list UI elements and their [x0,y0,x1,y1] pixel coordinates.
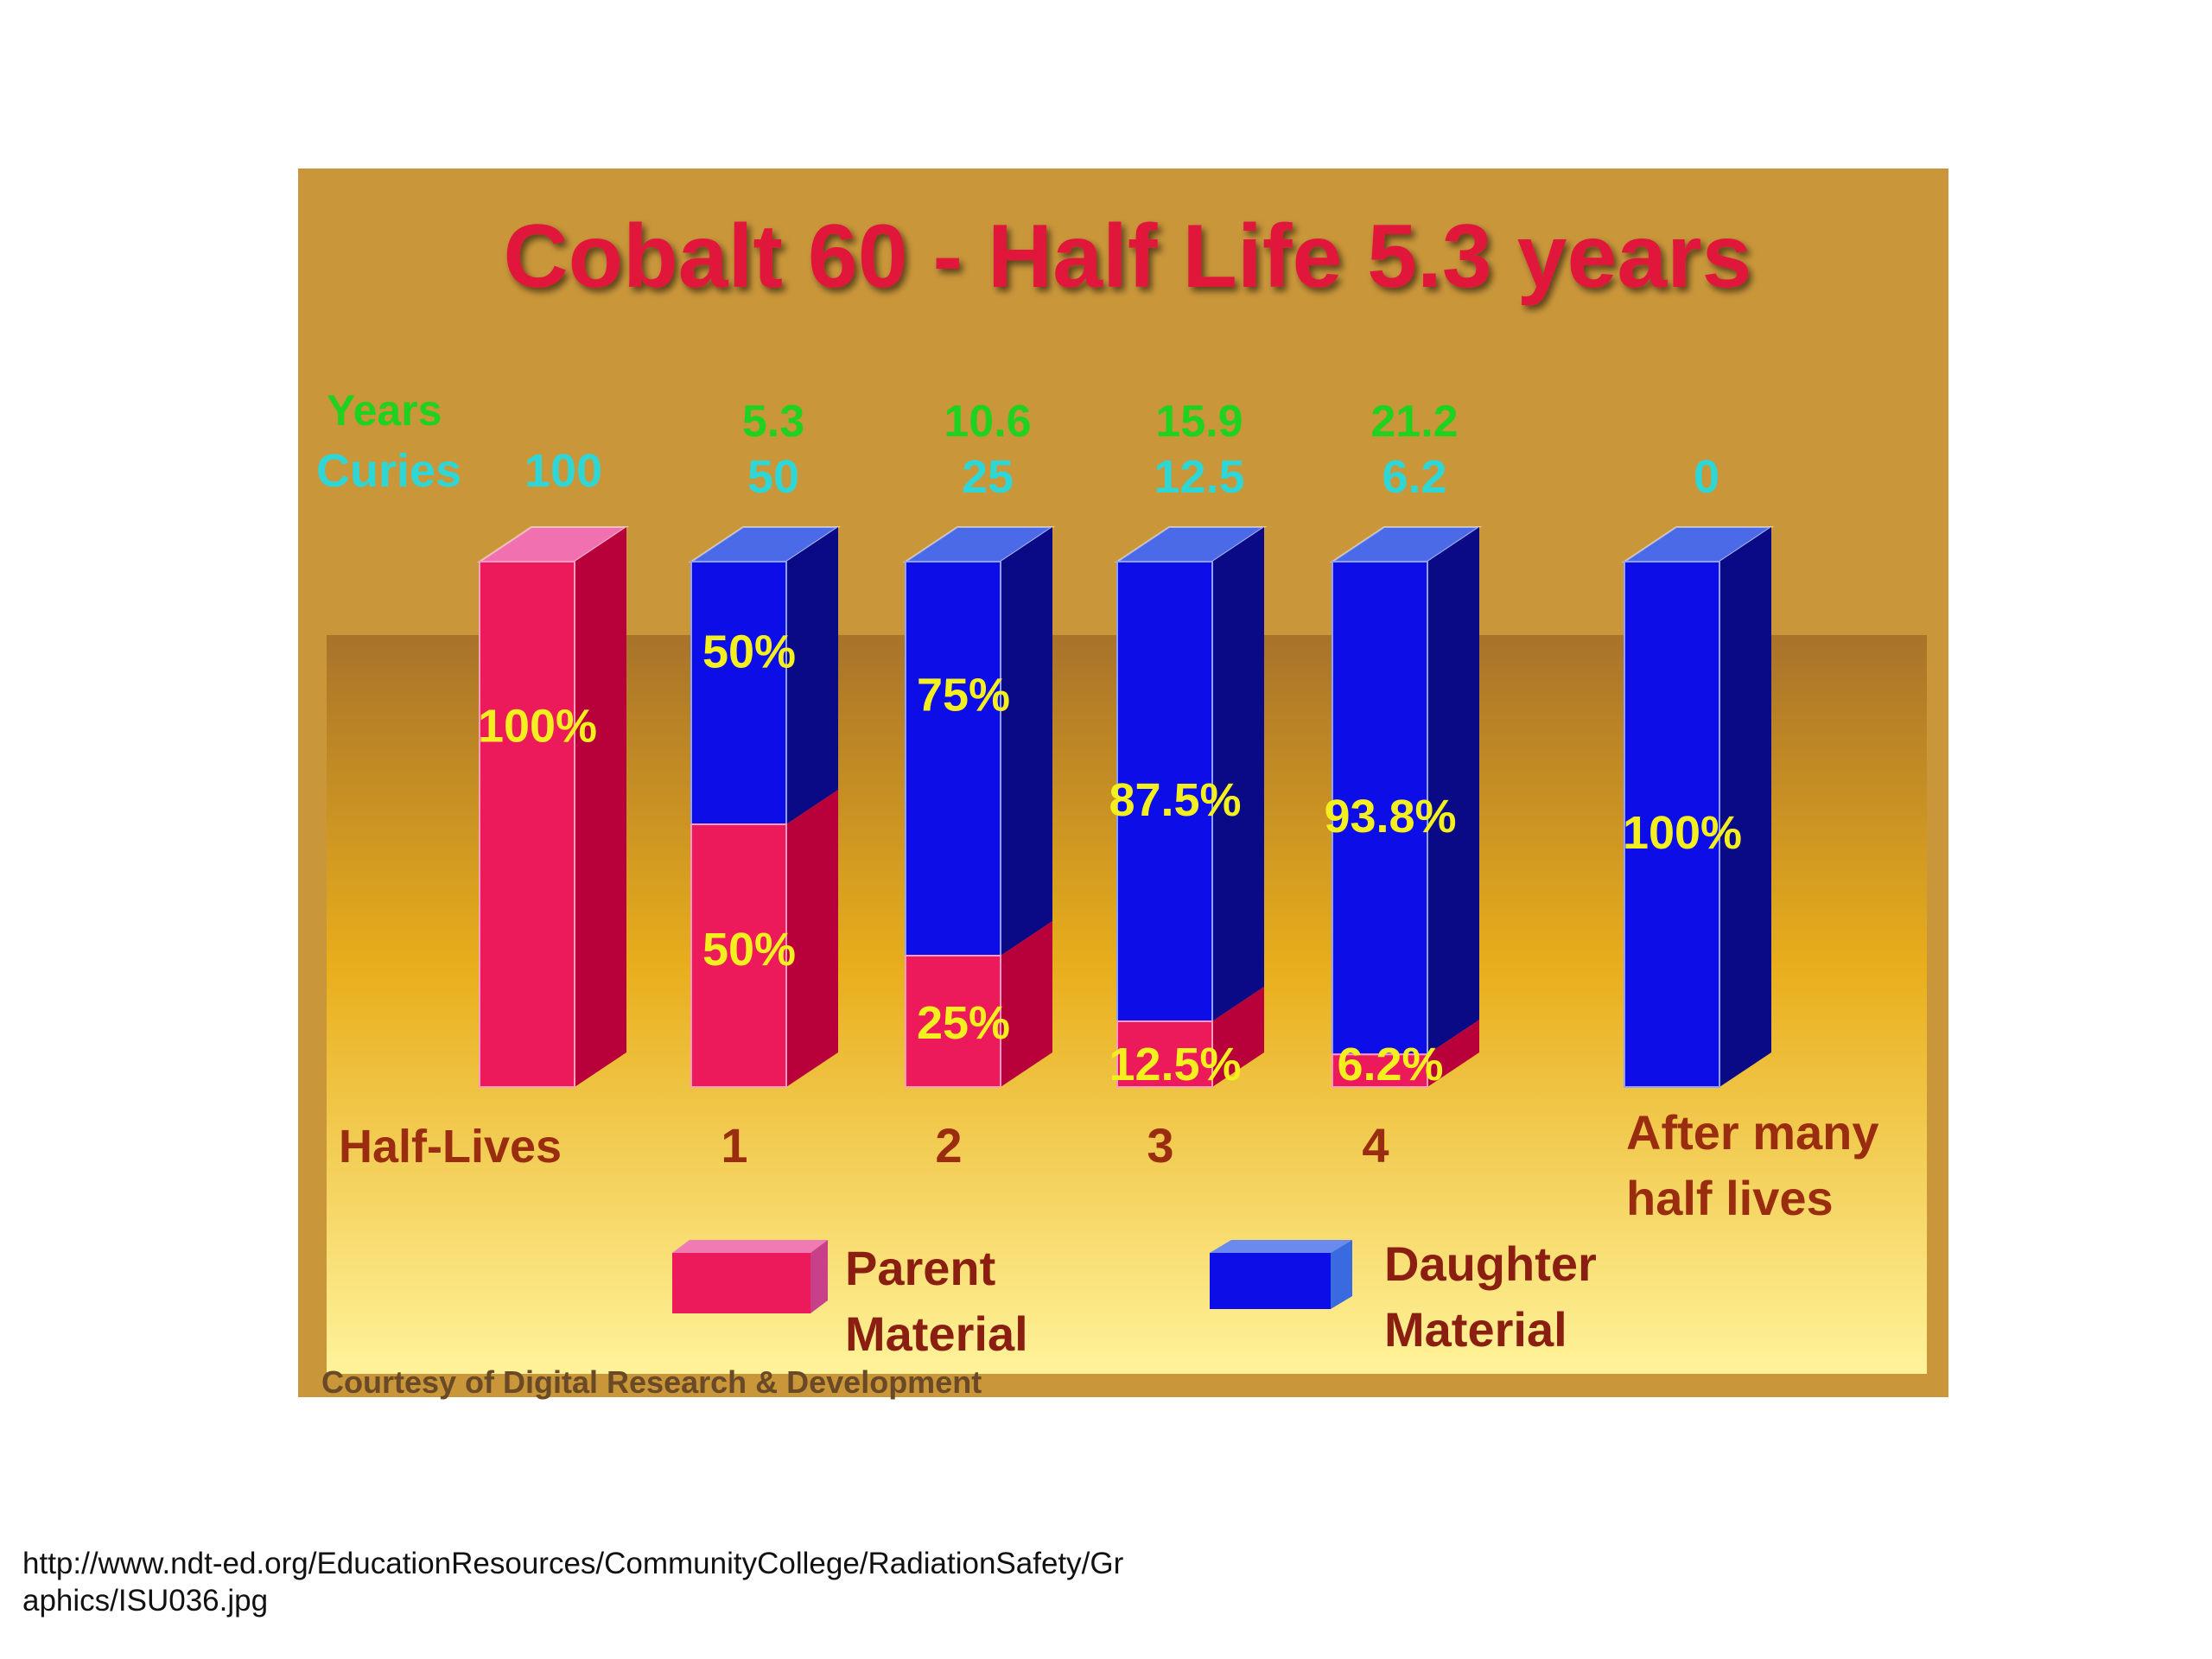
bar-parent-side [786,790,838,1087]
category-label: 3 [1147,1118,1173,1173]
category-label-line1: After many [1626,1105,1879,1160]
years-value: 5.3 [742,397,804,447]
category-label: 2 [935,1118,962,1173]
years-value: 21.2 [1370,397,1458,447]
bar-daughter-side [786,527,838,824]
parent-percent-label: 50% [702,924,796,976]
parent-percent-label: 100% [478,700,597,752]
years-value: 15.9 [1155,397,1243,447]
legend-label-daughter: Daughter Material [1384,1236,1610,1357]
curies-value: 50 [747,451,799,503]
years-row-label: Years [327,386,442,435]
category-label: 4 [1362,1118,1389,1173]
bar-parent-side [1212,987,1264,1087]
curies-value: 25 [962,451,1014,503]
curies-value: 12.5 [1154,451,1244,503]
parent-percent-label: 12.5% [1109,1039,1241,1090]
bar-4 [1329,526,1483,1088]
bar-daughter-side [1001,527,1052,956]
bar-daughter-side [1719,527,1771,1087]
bar-0 [476,526,630,1088]
bar-parent-segment [690,823,787,1088]
curies-row-label: Curies [316,445,461,497]
curies-value: 0 [1694,451,1719,503]
bars-layer [476,526,1775,1088]
bar-daughter-segment [1624,561,1720,1088]
legend-label-parent: Parent Material [845,1241,1028,1361]
bar-3 [1114,526,1268,1088]
bar-parent-segment [479,561,575,1088]
bar-parent-segment [1332,1053,1428,1088]
bar-1 [688,526,842,1088]
curies-value: 100 [524,445,602,497]
legend-swatch-parent [672,1240,828,1313]
legend-label-parent-line2: Material [845,1306,1028,1361]
years-value: 10.6 [944,397,1031,447]
bar-daughter-segment [905,561,1001,957]
bar-daughter-segment [1116,561,1213,1022]
bar-daughter-segment [1332,561,1428,1056]
bar-daughter-segment [690,561,787,825]
daughter-percent-label: 100% [1623,807,1742,859]
legend: Parent Material Daughter Material [672,1236,1610,1361]
chart-credit: Courtesy of Digital Research & Developme… [321,1364,982,1400]
daughter-percent-label: 75% [917,669,1010,721]
legend-label-parent-line1: Parent [845,1241,995,1295]
legend-label-daughter-line1: Daughter [1384,1236,1597,1291]
legend-label-daughter-line2: Material [1384,1302,1567,1357]
bar-parent-side [1427,1020,1479,1087]
chart-title: Cobalt 60 - Half Life 5.3 years [504,207,1752,307]
legend-swatch-daughter [1210,1240,1352,1309]
bar-5 [1621,526,1775,1088]
category-label-line2: half lives [1626,1171,1834,1225]
bar-daughter-side [1212,527,1264,1021]
daughter-percent-label: 87.5% [1109,774,1241,826]
category-label-after-many: After many half lives [1626,1105,1879,1225]
bar-parent-segment [1116,1020,1213,1088]
daughter-percent-label: 50% [702,626,796,677]
bar-daughter-side [1427,527,1479,1055]
x-axis-label: Half-Lives [339,1121,562,1173]
parent-percent-label: 6.2% [1337,1039,1443,1090]
labels-layer: 100% 100 50% 50% 5.350 1 75% 25% 10.625 2 87.5% 12.… [478,397,1879,1225]
daughter-percent-label: 93.8% [1324,791,1456,842]
source-url: http://www.ndt-ed.org/EducationResources… [22,1547,1124,1618]
category-label: 1 [721,1118,747,1173]
bar-2 [902,526,1056,1088]
parent-percent-label: 25% [917,997,1010,1049]
bar-parent-side [575,527,626,1087]
curies-value: 6.2 [1382,451,1446,503]
bar-parent-segment [905,955,1001,1088]
bar-parent-side [1001,921,1052,1087]
